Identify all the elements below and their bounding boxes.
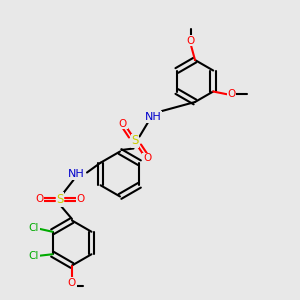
Text: O: O [119, 118, 127, 129]
Text: Cl: Cl [29, 223, 39, 233]
Text: S: S [131, 134, 139, 148]
Text: O: O [68, 278, 76, 288]
Text: Cl: Cl [29, 251, 39, 261]
Text: S: S [56, 193, 64, 206]
Text: NH: NH [145, 112, 161, 122]
Text: O: O [35, 194, 44, 205]
Text: NH: NH [68, 169, 85, 179]
Text: O: O [76, 194, 85, 205]
Text: O: O [186, 35, 195, 46]
Text: O: O [143, 153, 151, 164]
Text: O: O [228, 89, 236, 100]
